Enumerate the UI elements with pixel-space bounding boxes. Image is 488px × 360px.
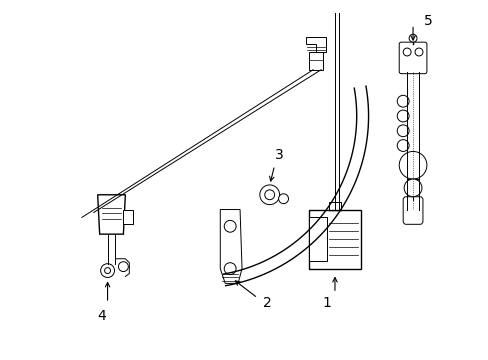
Circle shape bbox=[224, 263, 236, 275]
Circle shape bbox=[396, 110, 408, 122]
Circle shape bbox=[402, 48, 410, 56]
Bar bbox=[407, 179, 418, 197]
Circle shape bbox=[278, 194, 288, 204]
Bar bbox=[308, 52, 323, 70]
Text: 5: 5 bbox=[423, 14, 431, 27]
Text: 1: 1 bbox=[322, 296, 331, 310]
Text: 3: 3 bbox=[275, 148, 284, 162]
Text: 4: 4 bbox=[97, 309, 106, 323]
Circle shape bbox=[259, 185, 279, 204]
Circle shape bbox=[396, 140, 408, 152]
Circle shape bbox=[101, 264, 114, 278]
Bar bbox=[123, 210, 133, 224]
Circle shape bbox=[264, 190, 274, 200]
Circle shape bbox=[396, 125, 408, 137]
Circle shape bbox=[414, 48, 422, 56]
Circle shape bbox=[396, 95, 408, 107]
Bar bbox=[328, 202, 340, 210]
Circle shape bbox=[407, 183, 417, 193]
Bar bbox=[308, 217, 326, 261]
Text: 2: 2 bbox=[263, 296, 271, 310]
Polygon shape bbox=[305, 37, 325, 52]
Circle shape bbox=[404, 179, 421, 197]
Circle shape bbox=[118, 262, 128, 271]
Circle shape bbox=[104, 267, 110, 274]
Circle shape bbox=[398, 152, 426, 179]
FancyBboxPatch shape bbox=[402, 197, 422, 224]
Circle shape bbox=[224, 220, 236, 232]
Bar bbox=[308, 210, 360, 269]
FancyBboxPatch shape bbox=[398, 42, 426, 74]
Circle shape bbox=[408, 34, 416, 42]
Polygon shape bbox=[98, 195, 125, 234]
Polygon shape bbox=[220, 210, 242, 283]
